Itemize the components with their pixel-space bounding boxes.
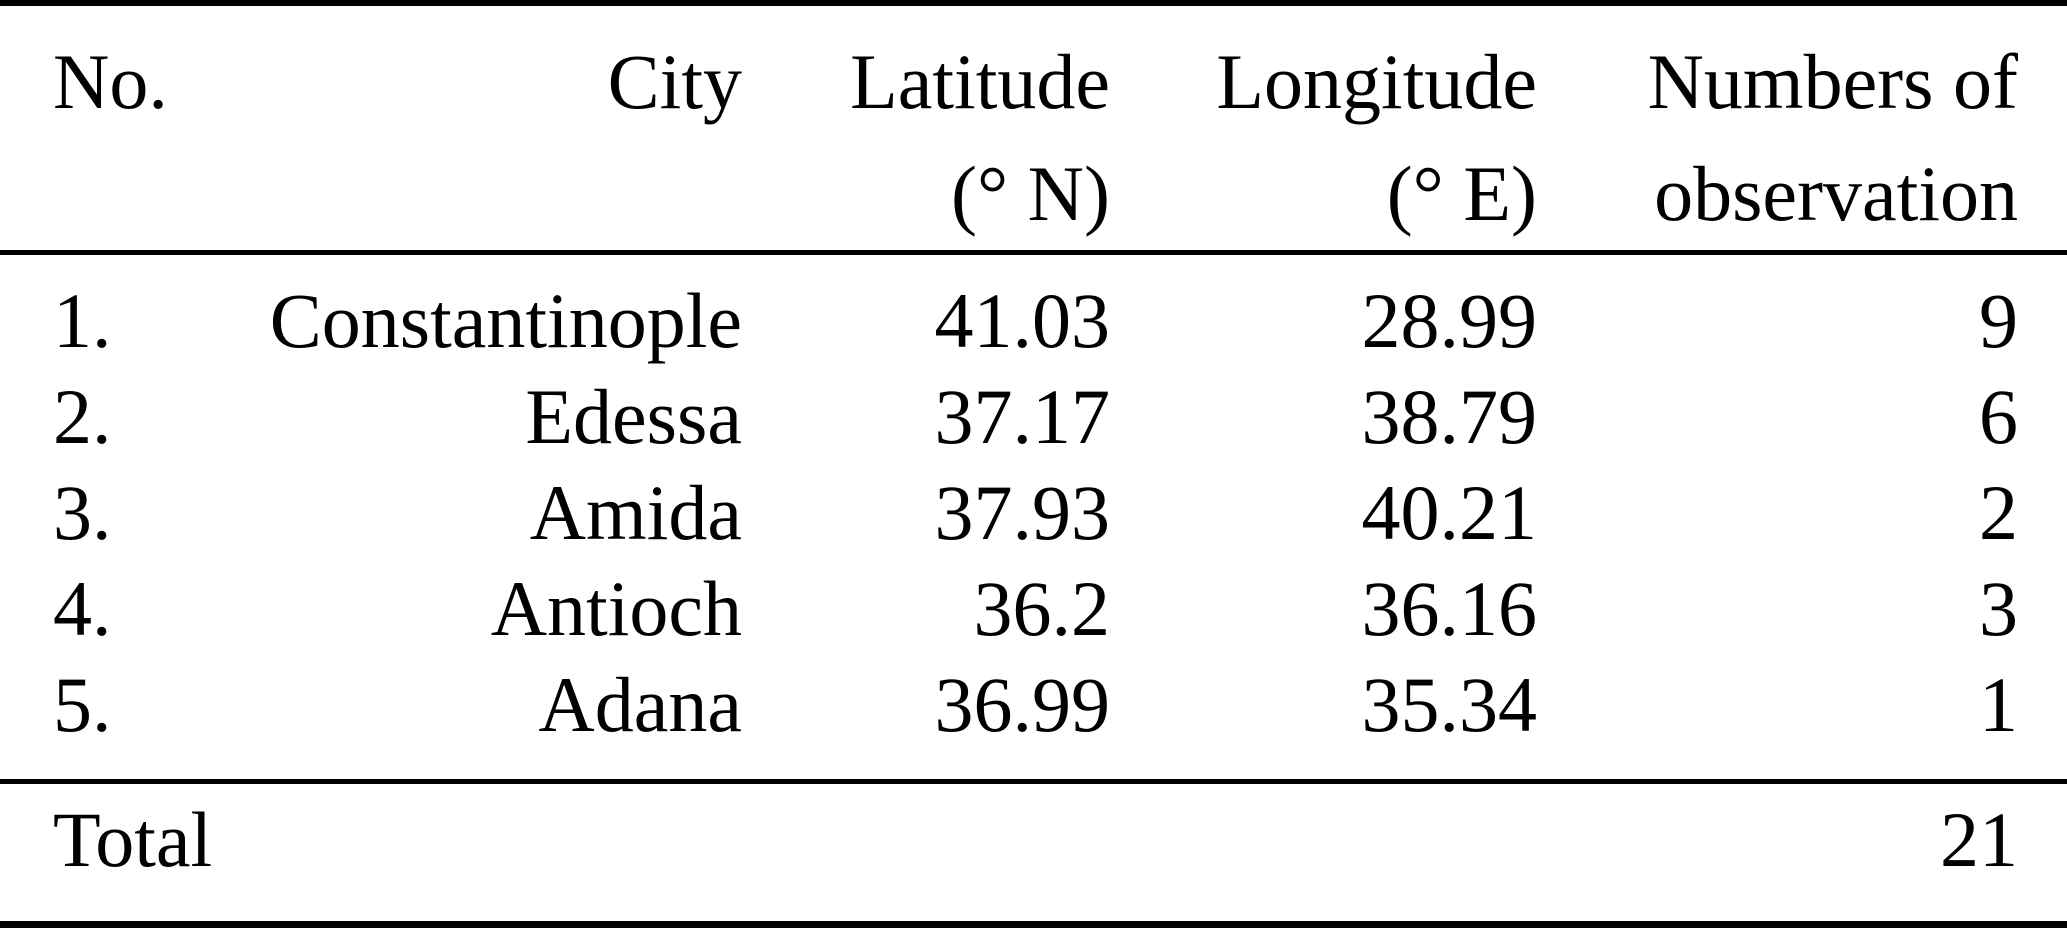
table-row: 3. Amida 37.93 40.21 2	[0, 465, 2067, 561]
cell-latitude: 37.17	[934, 373, 1111, 460]
cell-observations: 1	[1979, 661, 2018, 748]
cell-no: 4.	[53, 565, 112, 652]
cell-no: 5.	[53, 661, 112, 748]
cell-no: 2.	[53, 373, 112, 460]
col-header-city: City	[213, 26, 742, 250]
cell-city: Amida	[529, 469, 742, 556]
col-header-observations-label1: Numbers of	[1647, 38, 2018, 125]
col-header-no-label: No.	[53, 38, 168, 125]
cell-city: Adana	[538, 661, 742, 748]
cell-no: 3.	[53, 469, 112, 556]
cell-longitude: 28.99	[1361, 277, 1538, 364]
col-header-latitude-label: Latitude	[850, 38, 1110, 125]
col-header-longitude-label: Longitude	[1216, 38, 1537, 125]
table-header: No. City Latitude (° N) Longitude (° E) …	[0, 6, 2067, 255]
cell-latitude: 41.03	[934, 277, 1111, 364]
col-header-longitude: Longitude (° E)	[1110, 26, 1537, 250]
cell-longitude: 35.34	[1361, 661, 1538, 748]
cell-longitude: 36.16	[1361, 565, 1538, 652]
cell-observations: 6	[1979, 373, 2018, 460]
table-footer: Total 21	[0, 784, 2067, 921]
cell-observations: 9	[1979, 277, 2018, 364]
total-value: 21	[1940, 796, 2018, 883]
cell-city: Antioch	[490, 565, 742, 652]
cell-observations: 2	[1979, 469, 2018, 556]
col-header-latitude: Latitude (° N)	[742, 26, 1110, 250]
col-header-observations: Numbers of observation	[1537, 26, 2018, 250]
table-row: 5. Adana 36.99 35.34 1	[0, 657, 2067, 753]
cell-city: Edessa	[525, 373, 742, 460]
total-label: Total	[53, 796, 213, 883]
col-header-city-label: City	[607, 38, 742, 125]
col-header-no: No.	[53, 26, 213, 250]
cell-latitude: 36.99	[934, 661, 1111, 748]
cell-observations: 3	[1979, 565, 2018, 652]
col-header-longitude-unit: (° E)	[1386, 150, 1537, 237]
table-row: 2. Edessa 37.17 38.79 6	[0, 369, 2067, 465]
cell-latitude: 37.93	[934, 469, 1111, 556]
table-row: 4. Antioch 36.2 36.16 3	[0, 561, 2067, 657]
col-header-observations-label2: observation	[1654, 150, 2018, 237]
cell-longitude: 40.21	[1361, 469, 1538, 556]
cell-no: 1.	[53, 277, 112, 364]
cell-longitude: 38.79	[1361, 373, 1538, 460]
col-header-latitude-unit: (° N)	[951, 150, 1110, 237]
cell-city: Constantinople	[269, 277, 742, 364]
total-row: Total 21	[0, 792, 2067, 888]
table-body: 1. Constantinople 41.03 28.99 9 2. Edess…	[0, 255, 2067, 784]
table-row: 1. Constantinople 41.03 28.99 9	[0, 273, 2067, 369]
cell-latitude: 36.2	[973, 565, 1111, 652]
